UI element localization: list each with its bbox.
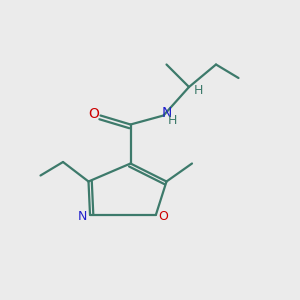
Text: H: H [193, 83, 203, 97]
Text: O: O [88, 107, 99, 121]
Text: O: O [159, 209, 168, 223]
Text: N: N [162, 106, 172, 120]
Text: N: N [78, 209, 87, 223]
Text: H: H [168, 114, 177, 128]
